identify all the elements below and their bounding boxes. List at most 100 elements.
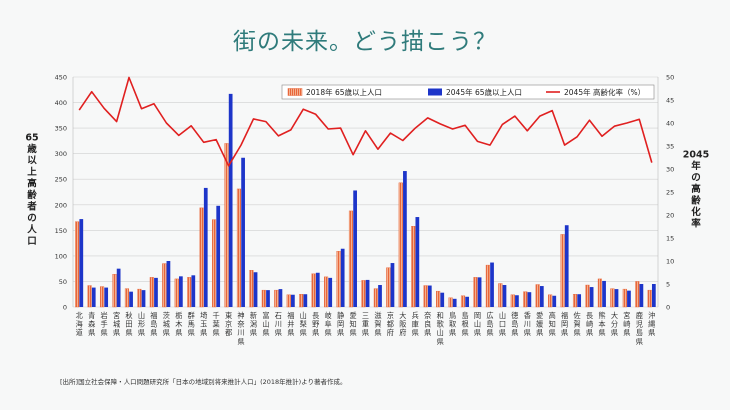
y-left-tick-label: 450: [55, 74, 67, 82]
y-left-tick-label: 50: [59, 278, 67, 286]
y-right-tick-label: 5: [666, 281, 670, 289]
bar-2018: [112, 274, 117, 308]
y-right-tick-label: 20: [666, 212, 674, 220]
y-right-tick-label: 10: [666, 258, 674, 266]
bar-2018: [224, 143, 229, 308]
x-tick-label: 栃木県: [175, 311, 182, 337]
bar-2045: [490, 262, 494, 307]
y-left-axis-title: 65 歳以上高齢者の人口: [25, 132, 38, 247]
x-tick-label: 宮城県: [113, 311, 120, 337]
y-right-tick-label: 45: [666, 97, 674, 105]
y-left-tick-label: 0: [63, 304, 67, 312]
bar-2045: [266, 290, 270, 307]
y-right-tick-label: 50: [666, 74, 674, 82]
y-left-tick-label: 350: [55, 125, 67, 133]
bar-2045: [203, 187, 208, 307]
y-left-tick-label: 250: [55, 176, 67, 184]
x-tick-label: 奈良県: [424, 311, 431, 337]
legend-label-line: 2045年 高齢化率（%）: [564, 87, 645, 97]
y-left-tick-label: 200: [55, 201, 67, 209]
bar-2018: [274, 289, 279, 308]
bar-2045: [154, 277, 158, 307]
bar-2045: [116, 268, 121, 307]
x-tick-label: 愛媛県: [536, 311, 543, 337]
bar-2045: [315, 272, 320, 307]
bar-2045: [614, 289, 619, 307]
y-right-tick-label: 25: [666, 189, 674, 197]
y-right-tick-label: 35: [666, 143, 674, 151]
bar-2045: [477, 277, 482, 307]
x-tick-label: 茨城県: [163, 311, 170, 337]
bar-2018: [336, 251, 341, 308]
bar-2045: [340, 248, 345, 307]
x-tick-label: 秋田県: [125, 311, 132, 337]
x-tick-label: 千葉県: [213, 311, 220, 337]
bar-2018: [647, 289, 652, 308]
bar-2045: [91, 287, 96, 307]
bar-2018: [373, 288, 378, 308]
bar-2018: [535, 284, 540, 308]
bar-2018: [361, 280, 366, 308]
x-tick-label: 山形県: [138, 311, 145, 337]
bar-2018: [199, 207, 204, 308]
y-right-tick-label: 40: [666, 120, 674, 128]
x-tick-label: 和歌山県: [437, 311, 445, 346]
bar-2018: [585, 284, 590, 308]
x-tick-label: 山梨県: [300, 311, 307, 337]
x-tick-label: 高知県: [549, 311, 556, 337]
x-tick-label: 岐阜県: [325, 311, 332, 337]
legend-label-2045: 2045年 65歳以上人口: [446, 87, 522, 97]
bar-2045: [241, 157, 245, 307]
bar-2045: [378, 285, 382, 307]
bar-2018: [436, 290, 441, 308]
bar-2045: [527, 292, 532, 307]
legend-box: [281, 84, 655, 100]
bar-2018: [87, 285, 92, 308]
bar-2018: [348, 210, 354, 308]
bar-2045: [291, 294, 295, 307]
bar-2018: [324, 276, 329, 308]
bar-2045: [602, 280, 606, 307]
bar-2045: [502, 285, 507, 307]
bar-2018: [386, 267, 391, 308]
bar-2018: [75, 221, 80, 308]
bar-2045: [353, 190, 357, 307]
bar-2018: [448, 297, 453, 308]
bar-2018: [398, 182, 403, 308]
x-tick-label: 島根県: [461, 311, 468, 337]
bar-2045: [178, 276, 183, 307]
bar-2018: [124, 288, 130, 308]
legend-label-2018: 2018年 65歳以上人口: [306, 87, 382, 97]
x-tick-label: 長野県: [312, 311, 319, 337]
x-tick-label: 愛知県: [349, 311, 356, 337]
x-tick-label: 岩手県: [101, 311, 108, 337]
bar-2018: [572, 294, 578, 308]
x-tick-label: 青森県: [88, 311, 96, 337]
bar-2045: [253, 272, 258, 307]
line-2045-aging-rate: [78, 76, 653, 167]
bar-2045: [390, 263, 395, 307]
y-right-tick-label: 0: [666, 304, 670, 312]
bar-2045: [552, 295, 557, 307]
x-tick-label: 福島県: [150, 311, 157, 337]
bar-2045: [452, 298, 457, 307]
x-tick-label: 香川県: [524, 311, 531, 337]
bar-2018: [286, 294, 291, 308]
bar-2045: [651, 284, 656, 307]
bar-2045: [191, 275, 196, 307]
y-right-axis-title: 2045 年の高齢化率: [683, 150, 709, 230]
bar-2045: [440, 292, 445, 307]
bar-2045: [427, 285, 432, 307]
bar-2045: [589, 287, 594, 307]
bar-2045: [79, 219, 84, 307]
bar-2018: [498, 283, 503, 308]
x-tick-label: 広島県: [486, 311, 493, 337]
y-left-tick-label: 400: [55, 99, 67, 107]
x-tick-label: 宮崎県: [623, 311, 630, 337]
bar-2045: [577, 294, 582, 307]
bar-2018: [411, 226, 416, 308]
bar-2018: [523, 291, 528, 308]
x-tick-label: 京都府: [387, 311, 394, 337]
y-right-tick-label: 15: [666, 235, 674, 243]
